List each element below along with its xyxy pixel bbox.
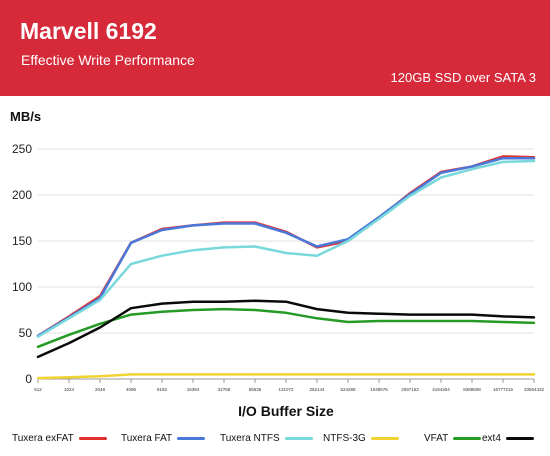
legend-swatch — [453, 436, 482, 440]
series-line-ntfs-3g — [36, 373, 536, 380]
x-tick-label: 8192 — [157, 387, 168, 392]
x-tick-label: 2097152 — [401, 387, 419, 392]
x-tick-label: 262144 — [309, 387, 325, 392]
y-tick-label: 0 — [25, 372, 32, 386]
series-line-tuxera-fat — [36, 156, 536, 338]
legend-item: VFAT — [424, 428, 482, 448]
y-tick-label: 100 — [12, 280, 32, 294]
legend-label: ext4 — [482, 432, 501, 444]
legend-item: Tuxera exFAT — [12, 428, 107, 448]
legend-swatch — [370, 436, 399, 440]
series-line-tuxera-ntfs — [36, 159, 536, 338]
legend-swatch — [78, 436, 107, 440]
legend-item: NTFS-3G — [323, 428, 399, 448]
x-tick-label: 512 — [34, 387, 42, 392]
legend-label: Tuxera FAT — [121, 432, 173, 444]
y-tick-label: 250 — [12, 142, 32, 156]
legend-swatch — [505, 436, 534, 440]
chart-legend: Tuxera exFAT Tuxera FAT Tuxera NTFS NTFS-3G… — [0, 428, 550, 450]
chart-title: Marvell 6192 — [20, 18, 157, 44]
x-tick-label: 32768 — [218, 387, 231, 392]
y-tick-label: 150 — [12, 234, 32, 248]
x-tick-label: 16777216 — [493, 387, 514, 392]
x-tick-label: 4194304 — [432, 387, 450, 392]
legend-label: Tuxera exFAT — [12, 432, 74, 444]
y-tick-label: 200 — [12, 188, 32, 202]
x-tick-label: 4096 — [126, 387, 137, 392]
series-line-tuxera-exfat — [36, 155, 536, 338]
legend-label: VFAT — [424, 432, 449, 444]
chart-subtitle: Effective Write Performance — [21, 52, 195, 68]
header-banner: Marvell 6192 Effective Write Performance… — [0, 0, 550, 96]
series-line-vfat — [36, 307, 536, 349]
x-axis-label: I/O Buffer Size — [238, 403, 334, 419]
legend-swatch — [284, 436, 313, 440]
series-line-ext4 — [36, 299, 536, 359]
legend-label: Tuxera NTFS — [220, 432, 280, 444]
legend-label: NTFS-3G — [323, 432, 366, 444]
x-tick-label: 524288 — [340, 387, 356, 392]
x-tick-label: 8388608 — [463, 387, 481, 392]
x-tick-label: 1024 — [64, 387, 75, 392]
x-tick-label: 33554432 — [524, 387, 545, 392]
test-config-label: 120GB SSD over SATA 3 — [390, 70, 536, 85]
line-chart: MB/s 0 50 100 150 200 250 512 1024 2048 4096 8192 16… — [10, 109, 545, 419]
legend-item: Tuxera NTFS — [220, 428, 313, 448]
x-tick-label: 1048576 — [370, 387, 388, 392]
legend-item: Tuxera FAT — [121, 428, 206, 448]
x-tick-label: 16384 — [187, 387, 200, 392]
y-axis-label: MB/s — [10, 109, 41, 124]
y-tick-label: 50 — [19, 326, 33, 340]
x-tick-label: 65536 — [249, 387, 262, 392]
x-tick-label: 131072 — [278, 387, 294, 392]
legend-item: ext4 — [482, 428, 534, 448]
x-tick-label: 2048 — [95, 387, 106, 392]
legend-swatch — [177, 436, 206, 440]
